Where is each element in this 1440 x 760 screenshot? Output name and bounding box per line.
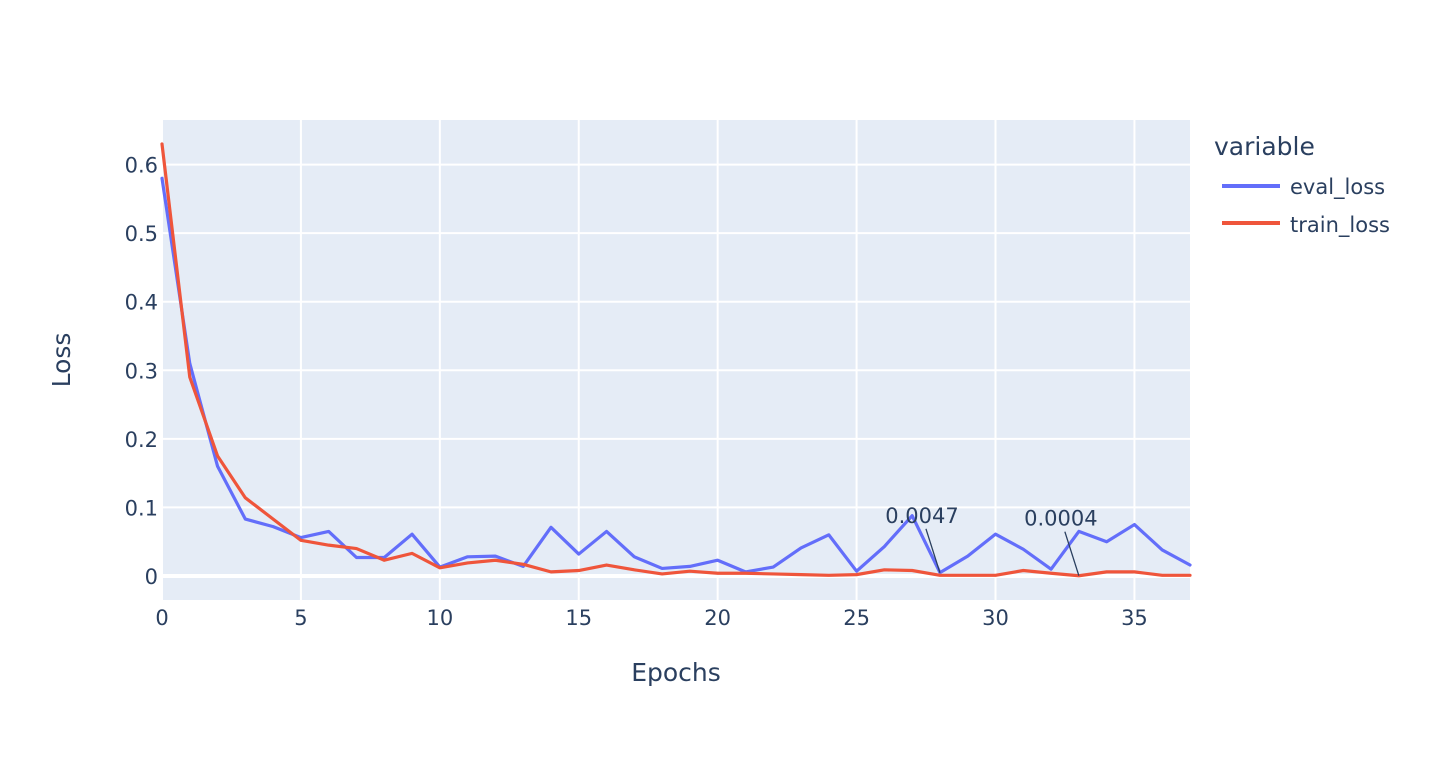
plot-background: [162, 120, 1190, 600]
legend-item-train-loss[interactable]: train_loss: [1222, 213, 1390, 238]
grid-lines: [161, 120, 1190, 600]
x-tick-label: 5: [294, 606, 307, 630]
legend-label-eval-loss: eval_loss: [1290, 175, 1385, 200]
legend-item-eval-loss[interactable]: eval_loss: [1222, 175, 1385, 200]
annotation-arrow: [925, 528, 941, 573]
y-tick-label: 0.5: [125, 222, 158, 246]
tick-labels: 0 5 10 15 20 25 30 35 0 0.1 0.2 0.3 0.4 0.5 0.6: [125, 154, 1148, 630]
x-tick-label: 30: [982, 606, 1009, 630]
series-line-train-loss[interactable]: [160, 142, 1192, 578]
x-tick-label: 35: [1121, 606, 1148, 630]
x-tick-label: 15: [565, 606, 592, 630]
x-tick-label: 20: [704, 606, 731, 630]
annotation-label: 0.0047: [885, 504, 958, 528]
x-tick-label: 0: [155, 606, 168, 630]
x-tick-label: 25: [843, 606, 870, 630]
series-line-eval-loss[interactable]: [160, 176, 1192, 575]
y-tick-label: 0.6: [125, 154, 158, 178]
annotation-label: 0.0004: [1024, 507, 1097, 531]
y-tick-label: 0: [145, 565, 158, 589]
y-tick-label: 0.4: [125, 291, 158, 315]
y-axis-title: Loss: [47, 333, 76, 388]
y-tick-label: 0.2: [125, 428, 158, 452]
legend-label-train-loss: train_loss: [1290, 213, 1390, 238]
annotation-arrow: [1064, 531, 1080, 576]
annotations: 0.0047 0.0004: [885, 504, 1098, 576]
legend-title: variable: [1214, 132, 1315, 161]
y-tick-label: 0.1: [125, 496, 158, 520]
y-tick-label: 0.3: [125, 359, 158, 383]
x-axis-title: Epochs: [631, 658, 721, 687]
x-tick-label: 10: [426, 606, 453, 630]
series-lines: [160, 142, 1192, 578]
legend: variable eval_loss train_loss: [1214, 132, 1390, 238]
